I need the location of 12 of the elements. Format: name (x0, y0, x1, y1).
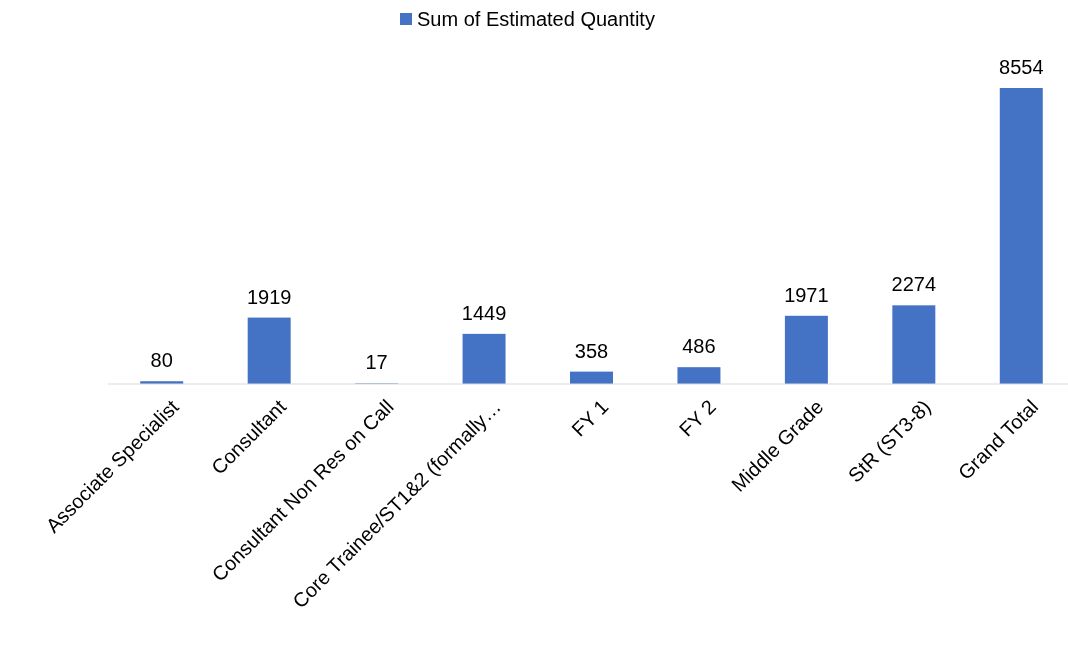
data-label: 1971 (784, 283, 829, 306)
data-label: 8554 (999, 56, 1044, 78)
data-label: 1919 (246, 285, 292, 308)
data-label: 2274 (891, 273, 937, 296)
data-label: 358 (574, 339, 609, 362)
data-label: 80 (150, 349, 173, 372)
data-label: 17 (365, 351, 388, 374)
data-label: 486 (682, 335, 716, 358)
legend-label: Sum of Estimated Quantity (417, 8, 655, 30)
data-label: 1449 (461, 301, 507, 324)
x-tick-label: FY 2 (674, 395, 720, 441)
x-tick-label: FY 1 (567, 395, 613, 441)
